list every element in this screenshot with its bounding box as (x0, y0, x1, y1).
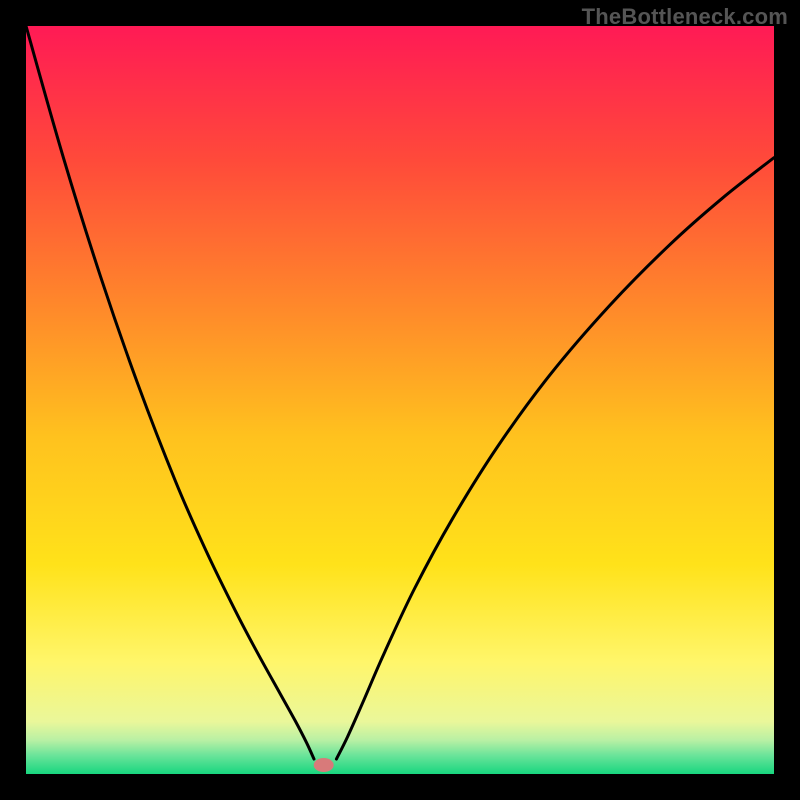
gradient-background (26, 26, 774, 774)
minimum-marker (314, 758, 334, 772)
watermark-text: TheBottleneck.com (582, 4, 788, 30)
chart-frame: TheBottleneck.com (0, 0, 800, 800)
chart-svg (26, 26, 774, 774)
plot-area (26, 26, 774, 774)
